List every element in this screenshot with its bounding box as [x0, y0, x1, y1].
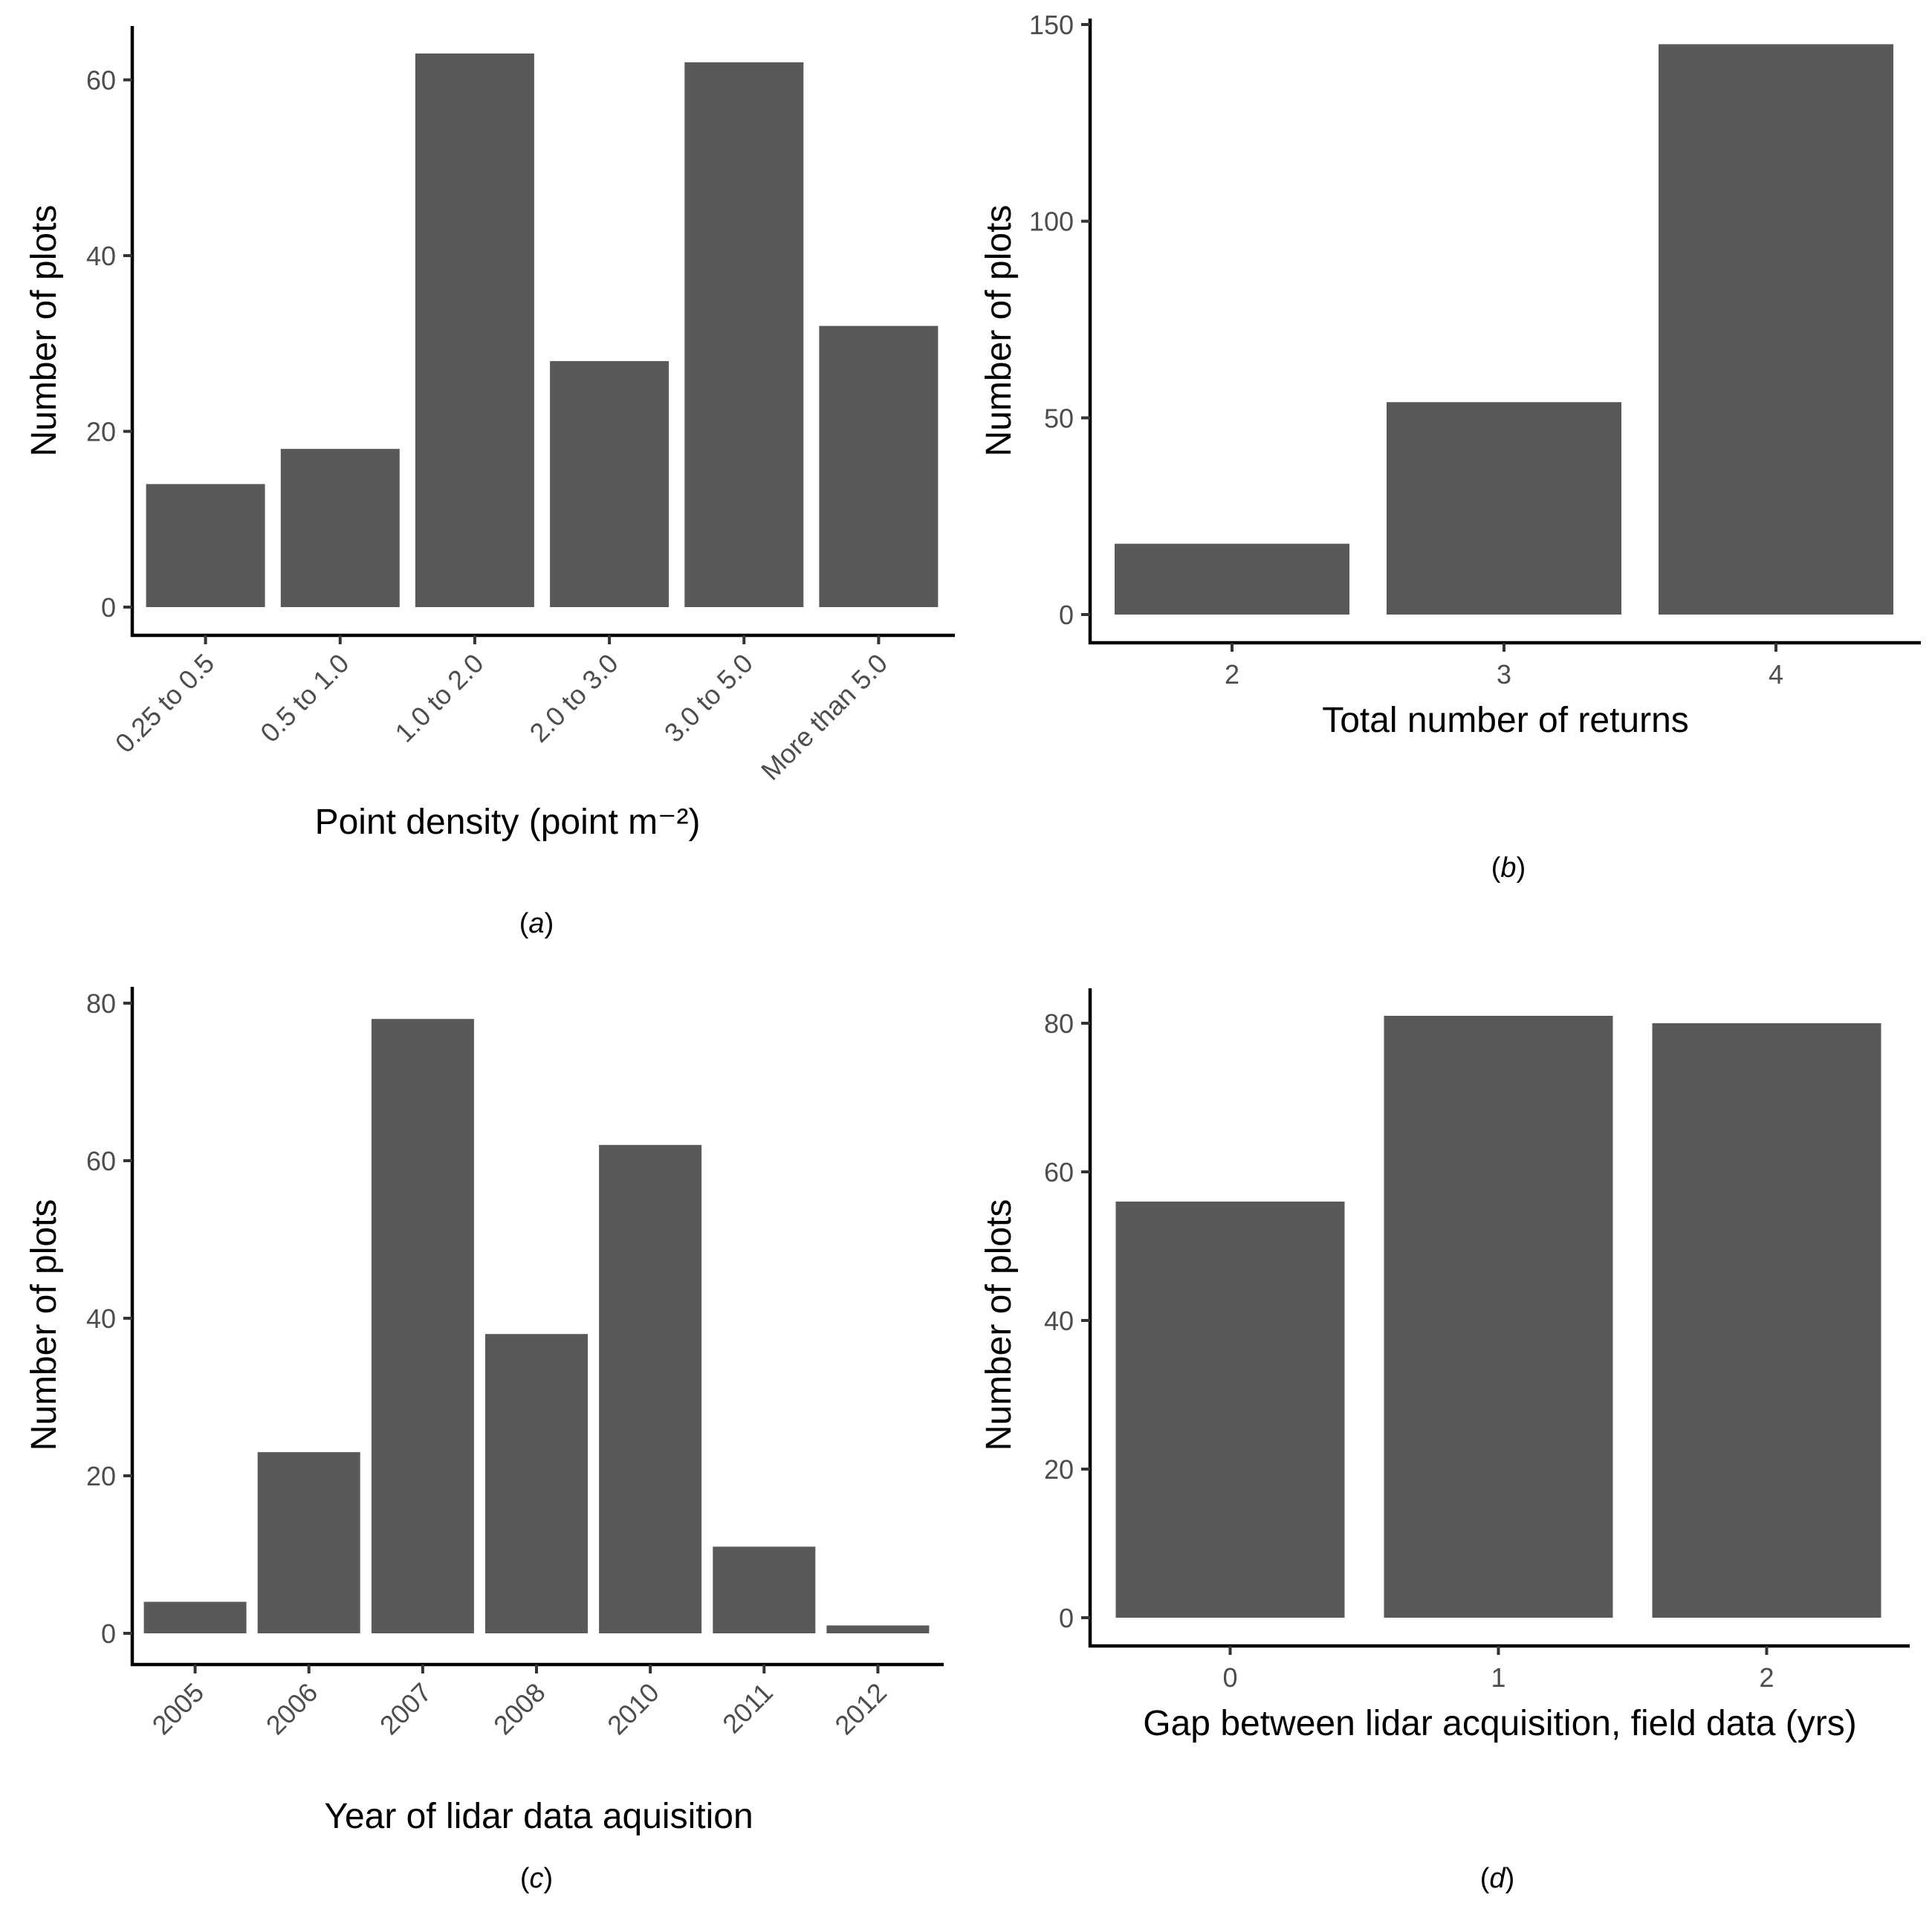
y-tick-label: 60 [1044, 1157, 1074, 1187]
y-tick-label: 0 [101, 1618, 116, 1649]
y-axis-title: Number of plots [979, 205, 1019, 457]
x-tick-label: 2007 [374, 1677, 438, 1741]
y-axis-title: Number of plots [979, 1199, 1019, 1451]
bar-1-0-to-2-0 [415, 54, 534, 607]
y-tick-label: 80 [1044, 1008, 1074, 1039]
bar-2008 [485, 1334, 588, 1633]
x-axis-title: Year of lidar data aquisition [324, 1797, 753, 1836]
y-tick-label: 40 [86, 241, 116, 271]
bar-2 [1652, 1023, 1881, 1618]
x-axis-title: Point density (point m⁻²) [315, 803, 701, 842]
bar-3 [1387, 402, 1621, 615]
bar-2007 [371, 1019, 474, 1633]
bar-2011 [713, 1546, 816, 1633]
panel-caption: (a) [519, 908, 554, 939]
y-tick-label: 0 [1059, 600, 1074, 630]
y-tick-label: 60 [86, 65, 116, 95]
x-tick-label: 1.0 to 2.0 [389, 648, 489, 748]
y-tick-label: 40 [1044, 1306, 1074, 1336]
bar-1 [1384, 1016, 1613, 1618]
x-tick-label: 0 [1222, 1662, 1237, 1693]
bar-2005 [143, 1601, 247, 1633]
x-tick-label: 2012 [829, 1677, 892, 1741]
y-tick-label: 40 [86, 1303, 116, 1334]
panel-caption: (b) [1491, 852, 1526, 884]
bar-2006 [257, 1452, 360, 1633]
y-tick-label: 0 [101, 592, 116, 623]
x-tick-label: More than 5.0 [755, 648, 893, 786]
chart-panel-c: 0 20 40 60 80 2005 2006 2007 2008 2010 2011 2012 Yea… [25, 987, 944, 1894]
y-tick-label: 150 [1029, 10, 1074, 40]
y-axis-title: Number of plots [25, 1199, 64, 1451]
bar-4 [1659, 44, 1893, 615]
x-tick-label: 2008 [487, 1677, 551, 1741]
y-tick-label: 20 [86, 416, 116, 447]
x-axis-title: Total number of returns [1322, 701, 1689, 740]
chart-panel-b: 0 50 100 150 2 3 4 Total number of returns Numbe… [979, 10, 1921, 884]
x-tick-label: 2010 [601, 1677, 665, 1741]
y-axis-title: Number of plots [25, 205, 64, 457]
x-tick-label: 2006 [260, 1677, 324, 1741]
y-tick-label: 100 [1029, 207, 1074, 237]
y-tick-label: 20 [1044, 1454, 1074, 1485]
bar-2012 [826, 1625, 930, 1633]
bar-2-0-to-3-0 [550, 360, 670, 607]
x-tick-label: 4 [1769, 659, 1783, 690]
x-tick-label: 2.0 to 3.0 [524, 648, 624, 748]
bar-3-0-to-5-0 [684, 62, 804, 608]
panel-caption: (d) [1480, 1863, 1514, 1894]
bar-0-25-to-0-5 [146, 484, 265, 607]
bar-more-than-5-0 [819, 325, 939, 607]
x-tick-label: 1 [1491, 1662, 1505, 1693]
bar-2 [1115, 543, 1349, 615]
y-tick-label: 60 [86, 1146, 116, 1176]
x-axis-title: Gap between lidar acquisition, field dat… [1143, 1704, 1857, 1743]
x-tick-label: 0.5 to 1.0 [254, 648, 354, 748]
x-tick-label: 2011 [716, 1677, 779, 1740]
bar-2010 [599, 1144, 702, 1633]
x-tick-label: 2 [1759, 1662, 1774, 1693]
x-tick-label: 3.0 to 5.0 [658, 648, 759, 748]
x-tick-label: 3 [1497, 659, 1511, 690]
y-tick-label: 20 [86, 1461, 116, 1491]
x-tick-label: 2 [1225, 659, 1239, 690]
x-tick-label: 0.25 to 0.5 [109, 648, 220, 759]
y-tick-label: 80 [86, 988, 116, 1019]
chart-panel-a: 0 20 40 60 0.25 to 0.5 0.5 to 1.0 1.0 to 2.0 2.… [25, 26, 955, 939]
y-tick-label: 0 [1059, 1603, 1074, 1633]
bar-0-5-to-1-0 [280, 449, 400, 607]
y-tick-label: 50 [1044, 403, 1074, 433]
panel-caption: (c) [520, 1863, 553, 1894]
bar-0 [1115, 1202, 1345, 1618]
chart-panel-d: 0 20 40 60 80 0 1 2 Gap between lidar acquisitio… [979, 988, 1910, 1894]
x-tick-label: 2005 [146, 1677, 210, 1741]
